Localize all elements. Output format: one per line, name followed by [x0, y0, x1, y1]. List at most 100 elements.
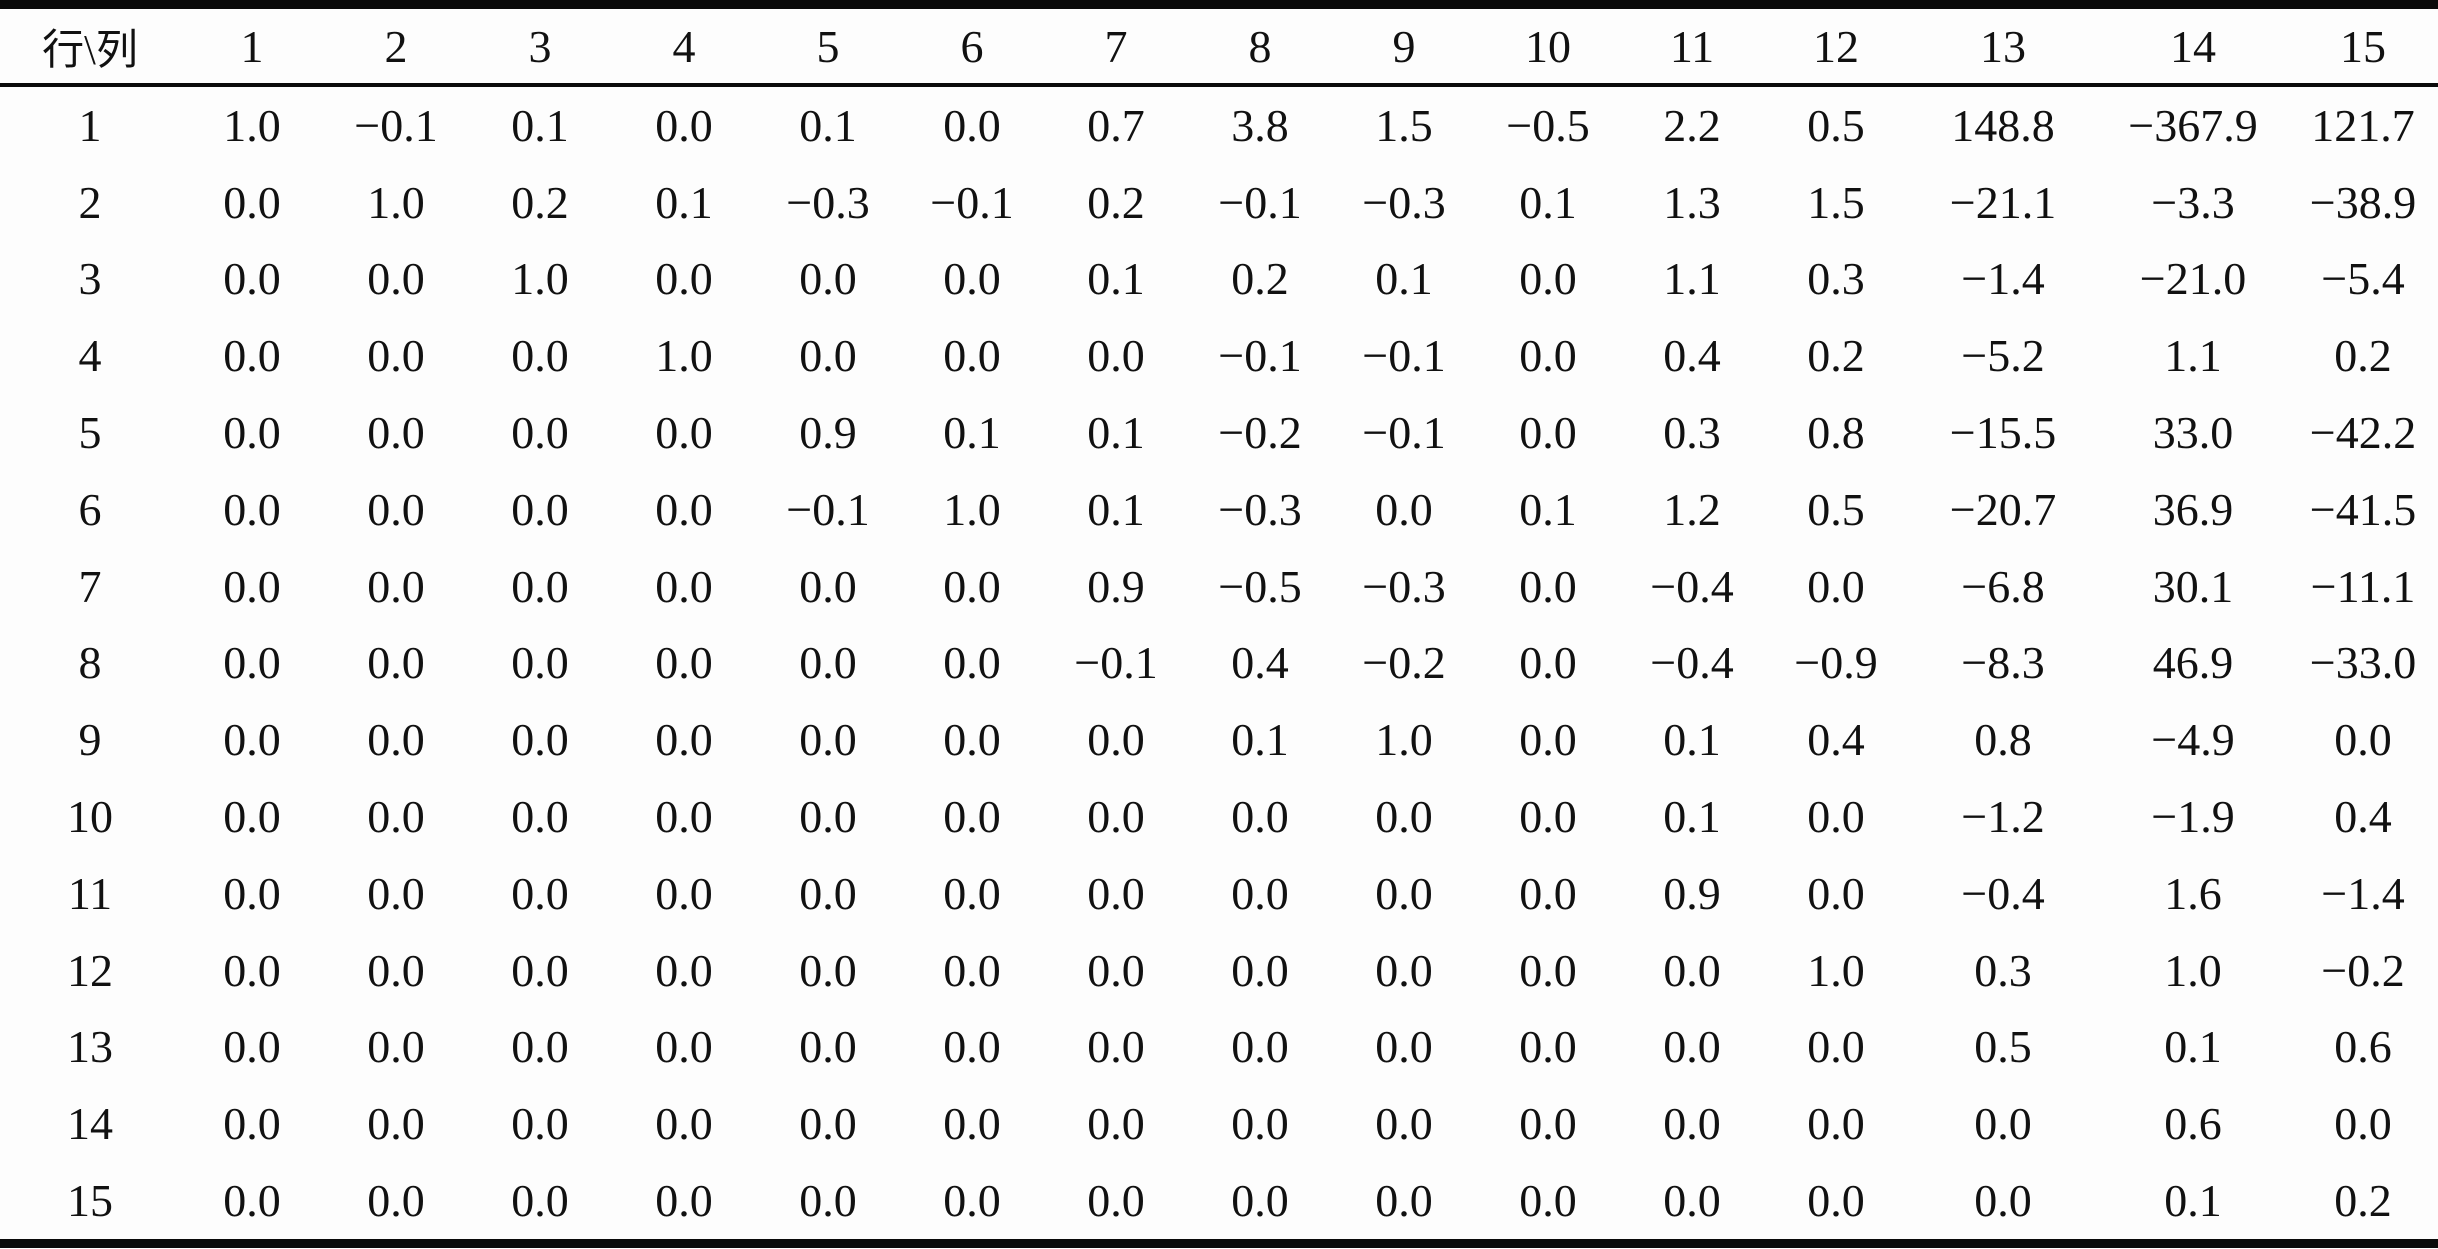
column-header-1: 1 [180, 4, 324, 87]
matrix-cell-r6-c2: 0.0 [367, 483, 425, 535]
matrix-cell-r9-c4: 0.0 [655, 714, 713, 766]
column-header-9: 9 [1332, 4, 1476, 87]
matrix-cell-r5-c5: 0.9 [799, 407, 857, 459]
matrix-cell-r9-c12: 0.4 [1807, 714, 1865, 766]
matrix-cell-r4-c2: 0.0 [367, 330, 425, 382]
table-row-13: 13 0.0 0.0 0.0 0.0 0.0 0.0 0.0 0.0 0.0 0.0 0.0 0.0 0.… [0, 1009, 2438, 1086]
matrix-cell-r10-c1: 0.0 [223, 791, 281, 843]
matrix-cell-r1-c10: −0.5 [1506, 99, 1590, 151]
matrix-cell-r5-c1: 0.0 [223, 407, 281, 459]
matrix-cell-r14-c6: 0.0 [943, 1098, 1001, 1150]
matrix-cell-r6-c11: 1.2 [1663, 483, 1721, 535]
matrix-cell-r12-c1: 0.0 [223, 944, 281, 996]
matrix-cell-r3-c14: −21.0 [2139, 253, 2247, 305]
matrix-cell-r15-c4: 0.0 [655, 1175, 713, 1227]
matrix-cell-r5-c10: 0.0 [1519, 407, 1577, 459]
matrix-cell-r15-c2: 0.0 [367, 1175, 425, 1227]
matrix-cell-r3-c9: 0.1 [1375, 253, 1433, 305]
matrix-cell-r6-c10: 0.1 [1519, 483, 1577, 535]
matrix-cell-r11-c9: 0.0 [1375, 867, 1433, 919]
table-row-9: 9 0.0 0.0 0.0 0.0 0.0 0.0 0.0 0.1 1.0 0.0 0.1 0.4 0.8… [0, 701, 2438, 778]
matrix-cell-r2-c4: 0.1 [655, 176, 713, 228]
matrix-cell-r11-c14: 1.6 [2164, 867, 2222, 919]
matrix-cell-r5-c8: −0.2 [1218, 407, 1302, 459]
matrix-cell-r13-c4: 0.0 [655, 1021, 713, 1073]
matrix-cell-r5-c12: 0.8 [1807, 407, 1865, 459]
matrix-cell-r13-c13: 0.5 [1974, 1021, 2032, 1073]
matrix-cell-r3-c3: 1.0 [511, 253, 569, 305]
matrix-cell-r1-c13: 148.8 [1951, 99, 2055, 151]
matrix-cell-r4-c1: 0.0 [223, 330, 281, 382]
matrix-cell-r14-c2: 0.0 [367, 1098, 425, 1150]
matrix-cell-r3-c8: 0.2 [1231, 253, 1289, 305]
column-header-2: 2 [324, 4, 468, 87]
matrix-cell-r4-c8: −0.1 [1218, 330, 1302, 382]
matrix-cell-r5-c4: 0.0 [655, 407, 713, 459]
row-label-15: 15 [67, 1175, 113, 1227]
matrix-cell-r10-c13: −1.2 [1961, 791, 2045, 843]
matrix-cell-r14-c5: 0.0 [799, 1098, 857, 1150]
matrix-cell-r8-c5: 0.0 [799, 637, 857, 689]
table-row-8: 8 0.0 0.0 0.0 0.0 0.0 0.0 −0.1 0.4 −0.2 0.0 −0.4 −0.… [0, 625, 2438, 702]
row-label-3: 3 [78, 253, 102, 305]
matrix-cell-r3-c11: 1.1 [1663, 253, 1721, 305]
matrix-cell-r12-c3: 0.0 [511, 944, 569, 996]
column-header-14: 14 [2098, 4, 2288, 87]
matrix-cell-r4-c4: 1.0 [655, 330, 713, 382]
matrix-cell-r3-c13: −1.4 [1961, 253, 2045, 305]
table-row-7: 7 0.0 0.0 0.0 0.0 0.0 0.0 0.9 −0.5 −0.3 0.0 −0.4 0.0… [0, 548, 2438, 625]
matrix-cell-r10-c2: 0.0 [367, 791, 425, 843]
matrix-cell-r11-c4: 0.0 [655, 867, 713, 919]
matrix-cell-r13-c3: 0.0 [511, 1021, 569, 1073]
matrix-cell-r15-c8: 0.0 [1231, 1175, 1289, 1227]
matrix-cell-r9-c5: 0.0 [799, 714, 857, 766]
matrix-cell-r3-c1: 0.0 [223, 253, 281, 305]
matrix-cell-r1-c1: 1.0 [223, 99, 281, 151]
matrix-cell-r11-c12: 0.0 [1807, 867, 1865, 919]
matrix-cell-r13-c14: 0.1 [2164, 1021, 2222, 1073]
matrix-cell-r10-c3: 0.0 [511, 791, 569, 843]
matrix-cell-r2-c12: 1.5 [1807, 176, 1865, 228]
row-label-7: 7 [78, 560, 102, 612]
matrix-cell-r1-c7: 0.7 [1087, 99, 1145, 151]
matrix-cell-r13-c2: 0.0 [367, 1021, 425, 1073]
matrix-cell-r9-c15: 0.0 [2334, 714, 2392, 766]
matrix-cell-r7-c8: −0.5 [1218, 560, 1302, 612]
matrix-cell-r5-c7: 0.1 [1087, 407, 1145, 459]
matrix-cell-r8-c9: −0.2 [1362, 637, 1446, 689]
matrix-cell-r2-c13: −21.1 [1949, 176, 2057, 228]
matrix-cell-r10-c11: 0.1 [1663, 791, 1721, 843]
matrix-cell-r14-c9: 0.0 [1375, 1098, 1433, 1150]
table-row-14: 14 0.0 0.0 0.0 0.0 0.0 0.0 0.0 0.0 0.0 0.0 0.0 0.0 0.… [0, 1085, 2438, 1162]
matrix-cell-r10-c7: 0.0 [1087, 791, 1145, 843]
matrix-cell-r13-c1: 0.0 [223, 1021, 281, 1073]
matrix-cell-r7-c12: 0.0 [1807, 560, 1865, 612]
matrix-cell-r13-c15: 0.6 [2334, 1021, 2392, 1073]
matrix-cell-r3-c12: 0.3 [1807, 253, 1865, 305]
row-label-8: 8 [78, 637, 102, 689]
matrix-cell-r15-c3: 0.0 [511, 1175, 569, 1227]
matrix-cell-r12-c2: 0.0 [367, 944, 425, 996]
matrix-cell-r14-c1: 0.0 [223, 1098, 281, 1150]
matrix-cell-r14-c3: 0.0 [511, 1098, 569, 1150]
matrix-cell-r15-c11: 0.0 [1663, 1175, 1721, 1227]
matrix-cell-r7-c11: −0.4 [1650, 560, 1734, 612]
matrix-cell-r8-c14: 46.9 [2152, 637, 2234, 689]
table-row-3: 3 0.0 0.0 1.0 0.0 0.0 0.0 0.1 0.2 0.1 0.0 1.1 0.3 −1.… [0, 241, 2438, 318]
matrix-cell-r1-c5: 0.1 [799, 99, 857, 151]
matrix-cell-r7-c5: 0.0 [799, 560, 857, 612]
matrix-cell-r2-c2: 1.0 [367, 176, 425, 228]
column-header-7: 7 [1044, 4, 1188, 87]
row-label-5: 5 [78, 407, 102, 459]
matrix-cell-r14-c15: 0.0 [2334, 1098, 2392, 1150]
matrix-cell-r3-c4: 0.0 [655, 253, 713, 305]
matrix-cell-r3-c6: 0.0 [943, 253, 1001, 305]
table-row-5: 5 0.0 0.0 0.0 0.0 0.9 0.1 0.1 −0.2 −0.1 0.0 0.3 0.8 −… [0, 394, 2438, 471]
row-label-9: 9 [78, 714, 102, 766]
matrix-cell-r11-c13: −0.4 [1961, 867, 2045, 919]
matrix-cell-r5-c9: −0.1 [1362, 407, 1446, 459]
matrix-cell-r15-c10: 0.0 [1519, 1175, 1577, 1227]
matrix-cell-r13-c7: 0.0 [1087, 1021, 1145, 1073]
matrix-cell-r7-c10: 0.0 [1519, 560, 1577, 612]
